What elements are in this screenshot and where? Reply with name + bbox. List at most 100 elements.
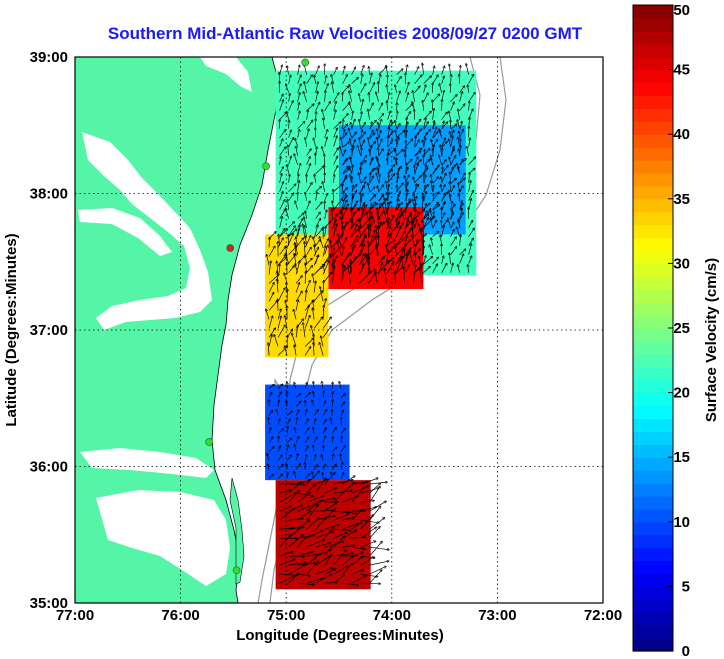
velocity-arrow [396,124,400,130]
velocity-arrow [441,66,445,75]
velocity-arrow [267,255,270,266]
velocity-arrow [313,281,316,293]
colorbar-step [633,599,673,613]
velocity-arrow [333,156,338,165]
velocity-arrow [288,573,299,584]
velocity-arrow [313,240,320,248]
velocity-arrow [277,238,283,248]
velocity-arrow [342,133,347,139]
velocity-arrow [315,510,333,511]
velocity-arrow [468,157,476,165]
velocity-arrow [277,419,280,425]
velocity-arrow [306,531,322,539]
velocity-arrow [323,281,324,293]
velocity-arrow [359,220,362,229]
velocity-arrow [369,187,375,193]
velocity-arrow [294,310,297,320]
velocity-arrow [324,503,337,512]
velocity-arrow [351,486,369,494]
colorbar-step [633,328,673,342]
velocity-arrow [457,120,460,129]
velocity-arrow [350,224,357,239]
velocity-arrow [431,238,433,246]
colorbar-step [633,69,673,84]
colorbar-tick-label: 10 [673,514,690,531]
velocity-arrow [396,77,401,84]
velocity-arrow [360,185,364,193]
velocity-arrow [360,100,364,111]
velocity-arrow [342,563,352,575]
velocity-arrow [458,109,460,120]
velocity-arrow [333,550,346,566]
velocity-arrow [432,75,438,84]
velocity-arrow [324,102,331,111]
velocity-arrow [369,561,389,566]
velocity-arrow [359,138,360,147]
velocity-arrow [360,583,381,584]
velocity-arrow [396,168,399,175]
velocity-arrow [295,300,298,311]
velocity-arrow [277,474,282,479]
velocity-arrow [315,574,332,584]
velocity-arrow [286,401,287,407]
velocity-arrow [405,265,410,273]
velocity-arrow [449,139,452,148]
velocity-arrow [422,209,430,221]
velocity-arrow [278,234,279,246]
velocity-arrow [423,93,428,102]
velocity-arrow [423,214,429,220]
plot-frame [74,56,604,604]
velocity-arrow [387,193,388,202]
velocity-arrow [360,515,374,530]
velocity-arrow [268,418,269,425]
velocity-arrow [387,174,395,183]
velocity-arrow [450,102,454,111]
velocity-arrow [342,517,355,521]
velocity-arrow [313,445,314,452]
velocity-arrow [340,446,345,452]
velocity-arrow [342,476,355,485]
velocity-arrow [297,122,305,129]
velocity-arrow [405,176,406,184]
velocity-arrow [288,491,300,503]
velocity-arrow [395,130,398,139]
velocity-arrow [386,244,396,257]
velocity-arrow [386,181,388,192]
velocity-arrow [458,265,460,273]
velocity-arrow [340,454,341,461]
velocity-arrow [295,410,299,416]
velocity-arrow [333,510,350,513]
velocity-arrow [458,167,461,175]
velocity-arrow [441,138,446,147]
velocity-arrow [350,157,353,166]
velocity-arrow [369,221,374,229]
velocity-arrow [334,175,335,183]
velocity-arrow [333,166,338,174]
colorbar-step [633,625,673,639]
velocity-arrow [369,566,386,575]
velocity-arrow [294,154,298,165]
velocity-arrow [288,482,302,494]
colorbar-step [633,457,673,471]
colorbar-tick-label: 15 [673,449,690,466]
velocity-arrow [369,194,375,202]
velocity-arrow [313,225,318,239]
velocity-arrow [333,184,342,192]
velocity-arrow [306,471,320,485]
velocity-arrow [441,112,447,120]
velocity-arrow [279,483,299,484]
velocity-arrow [324,473,335,485]
velocity-arrow [430,218,433,228]
velocity-arrow [277,325,285,338]
velocity-arrow [304,347,311,356]
velocity-arrow [360,507,377,512]
velocity-arrow [359,271,371,284]
velocity-arrow [304,419,308,425]
velocity-arrow [277,288,285,302]
velocity-arrow [343,120,344,129]
velocity-arrow [369,506,381,521]
velocity-arrow [304,226,307,237]
velocity-arrow [379,175,380,184]
velocity-arrow [288,138,294,147]
velocity-arrow [341,138,343,147]
